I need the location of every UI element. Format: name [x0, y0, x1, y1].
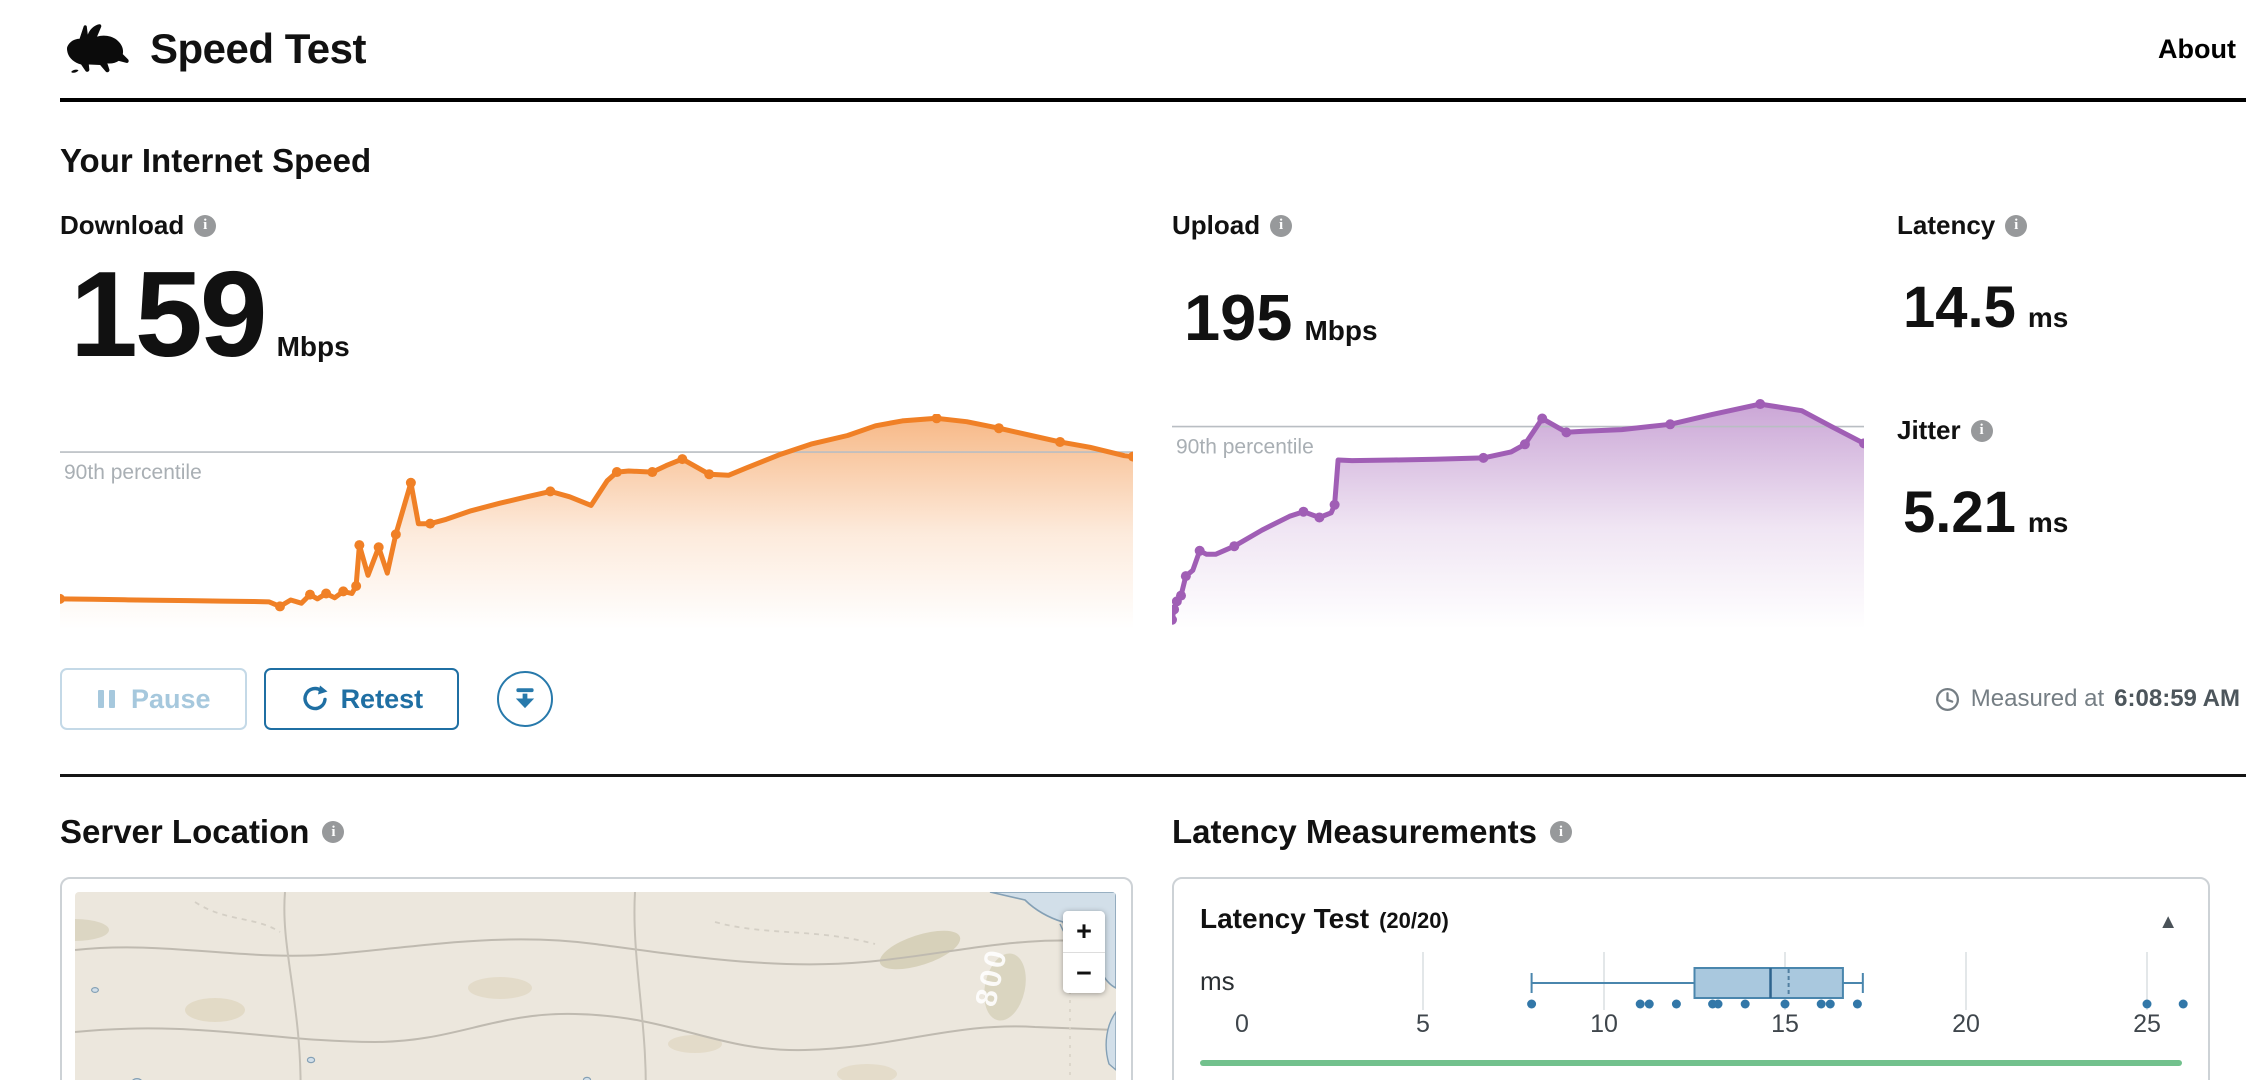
upload-info-icon[interactable] — [1270, 214, 1293, 237]
next-test-progress-bar — [1200, 1060, 2182, 1066]
svg-text:20: 20 — [1952, 1010, 1980, 1038]
pause-button[interactable]: Pause — [60, 668, 247, 730]
upload-column: Upload 195 Mbps 90th percentile — [1167, 210, 1869, 634]
latency-label: Latency — [1897, 210, 1996, 240]
upload-value: 195 — [1184, 281, 1293, 354]
latency-measurements-heading: Latency Measurements — [1172, 813, 1537, 850]
server-location-map[interactable]: 800 + − — [60, 877, 1133, 1080]
latency-test-card: Latency Test (20/20) ▲ ms 0 5 10 15 20 25 — [1172, 877, 2210, 1080]
download-unit: Mbps — [276, 331, 350, 362]
svg-text:90th percentile: 90th percentile — [1176, 436, 1314, 459]
download-report-button[interactable] — [497, 671, 554, 727]
latency-column: Latency 14.5 ms Jitter 5.21 ms — [1897, 210, 2246, 634]
about-link[interactable]: About — [2158, 33, 2236, 64]
bottom-panels: Server Location — [60, 803, 2246, 1080]
map-zoom-in-button[interactable]: + — [1063, 911, 1105, 952]
map-zoom-control: + − — [1063, 911, 1105, 993]
map-zoom-out-button[interactable]: − — [1063, 952, 1105, 993]
latency-measurements-info-icon[interactable] — [1549, 821, 1572, 843]
upload-chart: 90th percentile — [1167, 399, 1869, 634]
pause-icon — [96, 687, 118, 711]
rabbit-logo-icon — [60, 20, 130, 78]
jitter-label: Jitter — [1897, 415, 1961, 445]
download-info-icon[interactable] — [194, 214, 217, 237]
download-icon — [511, 685, 539, 713]
boxplot-axis-unit: ms — [1200, 966, 1235, 996]
jitter-value: 5.21 — [1903, 480, 2016, 545]
upload-label: Upload — [1172, 210, 1261, 240]
latency-boxplot: 0 5 10 15 20 25 — [1235, 952, 2188, 1038]
latency-test-title: Latency Test — [1200, 903, 1370, 934]
page-heading: Your Internet Speed — [60, 142, 372, 179]
svg-text:15: 15 — [1771, 1010, 1799, 1038]
svg-text:90th percentile: 90th percentile — [64, 461, 202, 484]
map-canvas: 800 — [75, 892, 1116, 1080]
latency-value: 14.5 — [1903, 275, 2016, 340]
measured-at: Measured at 6:08:59 AM — [1934, 685, 2246, 713]
server-location-info-icon[interactable] — [322, 821, 345, 843]
svg-text:0: 0 — [1235, 1010, 1249, 1038]
svg-text:25: 25 — [2133, 1010, 2161, 1038]
collapse-button[interactable]: ▲ — [2154, 907, 2182, 938]
server-location-panel: Server Location — [60, 803, 1133, 1080]
server-location-heading: Server Location — [60, 813, 310, 850]
download-column: Download 159 Mbps 90th percentile — [55, 210, 1138, 634]
retest-button-label: Retest — [340, 683, 424, 714]
download-label: Download — [60, 210, 185, 240]
latency-info-icon[interactable] — [2005, 214, 2028, 237]
svg-text:10: 10 — [1590, 1010, 1618, 1038]
retest-button[interactable]: Retest — [263, 668, 460, 730]
page: Speed Test About Your Internet Speed Dow… — [55, 0, 2246, 1080]
jitter-unit: ms — [2027, 507, 2069, 538]
section-divider — [60, 774, 2246, 777]
download-value: 159 — [70, 246, 268, 382]
retry-icon — [300, 685, 328, 713]
app-header: Speed Test About — [60, 0, 2246, 102]
speed-metrics: Download 159 Mbps 90th percentile Upload… — [55, 210, 2246, 634]
latency-measurements-panel: Latency Measurements Latency Test (20/20… — [1172, 803, 2210, 1080]
upload-unit: Mbps — [1304, 315, 1378, 346]
measured-time: 6:08:59 AM — [2114, 685, 2240, 712]
download-chart: 90th percentile — [55, 413, 1138, 634]
jitter-info-icon[interactable] — [1970, 419, 1993, 442]
latency-test-progress: (20/20) — [1379, 908, 1449, 933]
clock-icon — [1934, 686, 1961, 713]
actions-row: Pause Retest Measured at 6:08:59 AM — [60, 668, 2246, 730]
latency-unit: ms — [2027, 302, 2069, 333]
measured-prefix: Measured at — [1970, 685, 2105, 712]
pause-button-label: Pause — [131, 683, 211, 714]
svg-text:5: 5 — [1416, 1010, 1430, 1038]
app-title: Speed Test — [150, 25, 366, 72]
